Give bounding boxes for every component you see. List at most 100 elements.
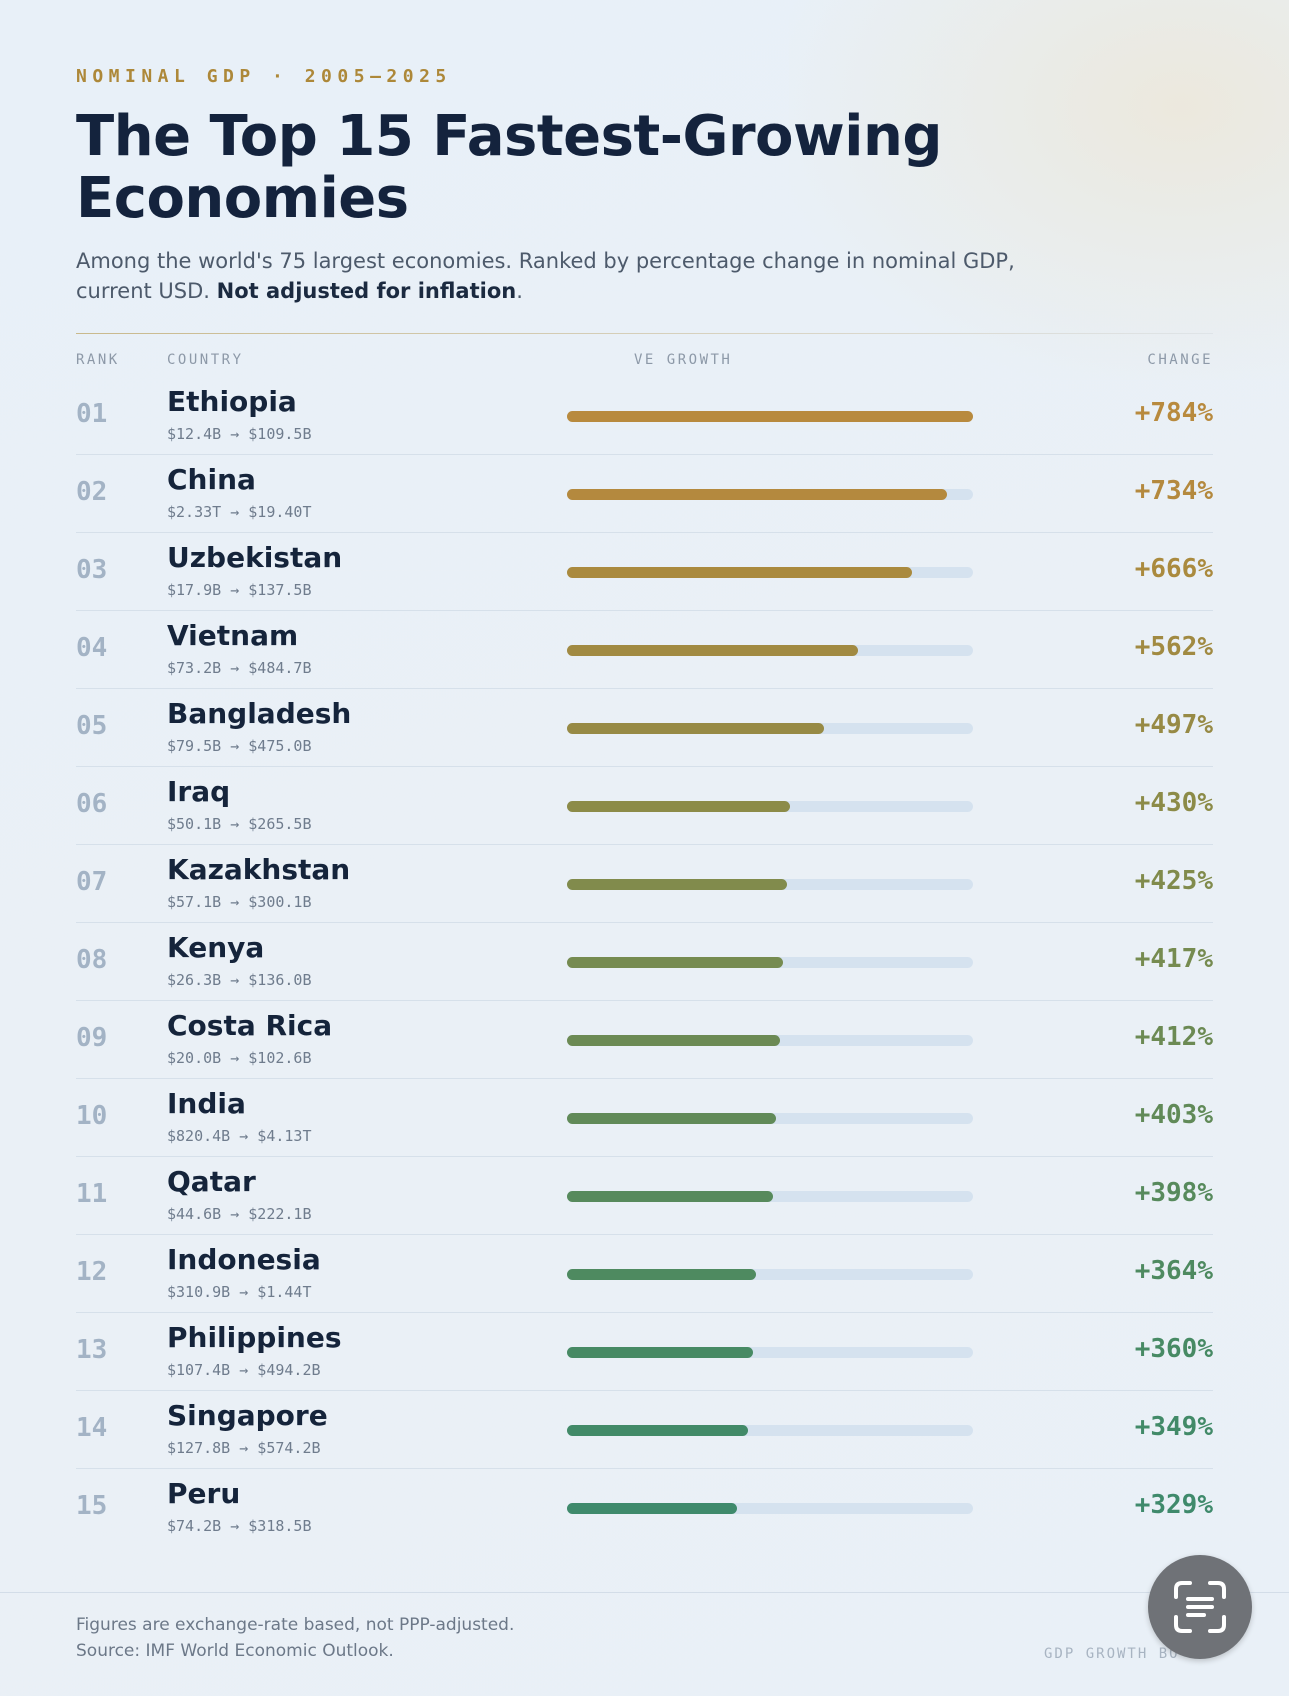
growth-bar — [567, 1191, 774, 1202]
gdp-range: $127.8B → $574.2B — [167, 1439, 321, 1457]
table-row: 07 Kazakhstan $57.1B → $300.1B +425% — [76, 845, 1213, 923]
table-row: 11 Qatar $44.6B → $222.1B +398% — [76, 1157, 1213, 1235]
growth-bar — [567, 1269, 756, 1280]
gdp-range: $310.9B → $1.44T — [167, 1283, 312, 1301]
column-header-rank: RANK — [76, 352, 120, 368]
change-percent: +329% — [1134, 1490, 1213, 1520]
growth-bar — [567, 801, 790, 812]
brand-label: GDP GROWTH BO — [1044, 1646, 1180, 1662]
growth-bar-track — [567, 1269, 973, 1280]
growth-bar-track — [567, 1503, 973, 1514]
table-row: 12 Indonesia $310.9B → $1.44T +364% — [76, 1235, 1213, 1313]
country-name: Costa Rica — [167, 1009, 333, 1042]
table-row: 13 Philippines $107.4B → $494.2B +360% — [76, 1313, 1213, 1391]
growth-bar-track — [567, 567, 973, 578]
table-row: 10 India $820.4B → $4.13T +403% — [76, 1079, 1213, 1157]
country-name: Uzbekistan — [167, 541, 343, 574]
subtitle-end: . — [516, 279, 523, 303]
gdp-range: $17.9B → $137.5B — [167, 581, 312, 599]
gdp-range: $12.4B → $109.5B — [167, 425, 312, 443]
rank-number: 11 — [76, 1179, 108, 1209]
change-percent: +398% — [1134, 1178, 1213, 1208]
change-percent: +497% — [1134, 710, 1213, 740]
table-row: 01 Ethiopia $12.4B → $109.5B +784% — [76, 377, 1213, 455]
subtitle-text: Among the world's 75 largest economies. … — [76, 249, 1015, 303]
rank-number: 12 — [76, 1257, 108, 1287]
growth-bar — [567, 1425, 748, 1436]
growth-bar-track — [567, 489, 973, 500]
growth-bar — [567, 567, 912, 578]
change-percent: +734% — [1134, 476, 1213, 506]
table-row: 09 Costa Rica $20.0B → $102.6B +412% — [76, 1001, 1213, 1079]
change-percent: +412% — [1134, 1022, 1213, 1052]
growth-bar-track — [567, 1425, 973, 1436]
growth-bar-track — [567, 879, 973, 890]
change-percent: +562% — [1134, 632, 1213, 662]
change-percent: +425% — [1134, 866, 1213, 896]
growth-bar-track — [567, 957, 973, 968]
rank-number: 10 — [76, 1101, 108, 1131]
growth-bar — [567, 411, 973, 422]
gdp-range: $44.6B → $222.1B — [167, 1205, 312, 1223]
growth-bar — [567, 645, 859, 656]
table-row: 02 China $2.33T → $19.40T +734% — [76, 455, 1213, 533]
rank-number: 13 — [76, 1335, 108, 1365]
rank-number: 02 — [76, 477, 108, 507]
country-name: Qatar — [167, 1165, 256, 1198]
growth-bar-track — [567, 1035, 973, 1046]
growth-bar — [567, 1113, 776, 1124]
column-header-growth: VE GROWTH — [634, 352, 733, 368]
country-name: China — [167, 463, 256, 496]
gdp-range: $79.5B → $475.0B — [167, 737, 312, 755]
table-row: 06 Iraq $50.1B → $265.5B +430% — [76, 767, 1213, 845]
growth-bar — [567, 1347, 754, 1358]
country-name: Philippines — [167, 1321, 342, 1354]
growth-bar-track — [567, 1347, 973, 1358]
rank-number: 06 — [76, 789, 108, 819]
country-name: Kazakhstan — [167, 853, 351, 886]
growth-bar-track — [567, 1113, 973, 1124]
header-divider — [76, 333, 1213, 334]
page-title: The Top 15 Fastest-Growing Economies — [76, 104, 942, 231]
rank-number: 08 — [76, 945, 108, 975]
gdp-range: $820.4B → $4.13T — [167, 1127, 312, 1145]
country-name: Ethiopia — [167, 385, 297, 418]
gdp-range: $50.1B → $265.5B — [167, 815, 312, 833]
gdp-range: $74.2B → $318.5B — [167, 1517, 312, 1535]
ranking-list: 01 Ethiopia $12.4B → $109.5B +784% 02 China $2… — [76, 377, 1213, 1546]
kicker-label: NOMINAL GDP · 2005–2025 — [76, 66, 452, 87]
table-row: 05 Bangladesh $79.5B → $475.0B +497% — [76, 689, 1213, 767]
change-percent: +417% — [1134, 944, 1213, 974]
gdp-range: $20.0B → $102.6B — [167, 1049, 312, 1067]
change-percent: +784% — [1134, 398, 1213, 428]
rank-number: 09 — [76, 1023, 108, 1053]
country-name: Bangladesh — [167, 697, 352, 730]
gdp-range: $107.4B → $494.2B — [167, 1361, 321, 1379]
change-percent: +666% — [1134, 554, 1213, 584]
gdp-range: $26.3B → $136.0B — [167, 971, 312, 989]
growth-bar — [567, 723, 825, 734]
growth-bar — [567, 1035, 781, 1046]
footer-note: Figures are exchange-rate based, not PPP… — [76, 1612, 514, 1664]
gdp-range: $73.2B → $484.7B — [167, 659, 312, 677]
country-name: Vietnam — [167, 619, 299, 652]
rank-number: 01 — [76, 399, 108, 429]
subtitle-emphasis: Not adjusted for inflation — [216, 279, 517, 303]
country-name: Kenya — [167, 931, 265, 964]
rank-number: 14 — [76, 1413, 108, 1443]
growth-bar-track — [567, 411, 973, 422]
gdp-range: $57.1B → $300.1B — [167, 893, 312, 911]
growth-bar — [567, 879, 788, 890]
change-percent: +349% — [1134, 1412, 1213, 1442]
column-header-change: CHANGE — [1147, 352, 1213, 368]
lens-scan-button[interactable] — [1148, 1555, 1252, 1659]
change-percent: +360% — [1134, 1334, 1213, 1364]
page-subtitle: Among the world's 75 largest economies. … — [76, 246, 1076, 306]
rank-number: 03 — [76, 555, 108, 585]
growth-bar-track — [567, 801, 973, 812]
footer-divider — [0, 1592, 1289, 1593]
country-name: Iraq — [167, 775, 231, 808]
country-name: India — [167, 1087, 246, 1120]
rank-number: 05 — [76, 711, 108, 741]
table-row: 15 Peru $74.2B → $318.5B +329% — [76, 1469, 1213, 1546]
